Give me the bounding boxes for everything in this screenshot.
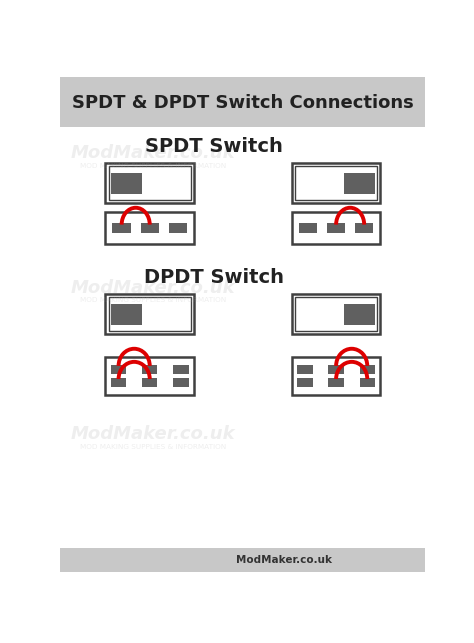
Text: ModMaker.co.uk: ModMaker.co.uk xyxy=(71,426,235,444)
Bar xyxy=(173,365,189,374)
Text: MOD MAKING SUPPLIES & INFORMATION: MOD MAKING SUPPLIES & INFORMATION xyxy=(80,298,226,303)
Text: MOD MAKING SUPPLIES & INFORMATION: MOD MAKING SUPPLIES & INFORMATION xyxy=(80,163,226,168)
Bar xyxy=(140,223,159,233)
Bar xyxy=(142,365,157,374)
Text: ModMaker.co.uk: ModMaker.co.uk xyxy=(71,279,235,297)
Bar xyxy=(299,223,317,233)
Bar xyxy=(360,378,375,386)
Text: ModMaker.co.uk: ModMaker.co.uk xyxy=(71,145,235,163)
Bar xyxy=(142,378,157,386)
Text: SPDT Switch: SPDT Switch xyxy=(146,137,283,156)
Text: MOD MAKING SUPPLIES & INFORMATION: MOD MAKING SUPPLIES & INFORMATION xyxy=(80,444,226,449)
Bar xyxy=(355,223,374,233)
Bar xyxy=(111,303,142,325)
Bar xyxy=(173,378,189,386)
Bar xyxy=(344,172,375,194)
Bar xyxy=(61,548,425,572)
Bar xyxy=(292,357,380,395)
Bar xyxy=(106,294,194,334)
Bar xyxy=(106,357,194,395)
Bar xyxy=(344,303,375,325)
Bar xyxy=(327,223,346,233)
Bar xyxy=(106,212,194,244)
Bar xyxy=(61,77,425,127)
Bar xyxy=(111,378,126,386)
Bar xyxy=(295,297,377,331)
Text: ModMaker.co.uk: ModMaker.co.uk xyxy=(236,555,332,565)
Bar xyxy=(297,365,313,374)
Bar xyxy=(328,365,344,374)
Bar xyxy=(360,365,375,374)
Bar xyxy=(109,167,191,201)
Bar xyxy=(292,212,380,244)
Bar xyxy=(297,378,313,386)
Bar xyxy=(109,297,191,331)
Bar xyxy=(295,167,377,201)
Bar xyxy=(169,223,187,233)
Bar xyxy=(111,365,126,374)
Bar xyxy=(106,163,194,203)
Bar xyxy=(328,378,344,386)
Bar xyxy=(112,223,131,233)
Bar xyxy=(111,172,142,194)
Bar xyxy=(292,294,380,334)
Bar xyxy=(292,163,380,203)
Text: SPDT & DPDT Switch Connections: SPDT & DPDT Switch Connections xyxy=(72,94,414,112)
Text: DPDT Switch: DPDT Switch xyxy=(145,268,284,287)
